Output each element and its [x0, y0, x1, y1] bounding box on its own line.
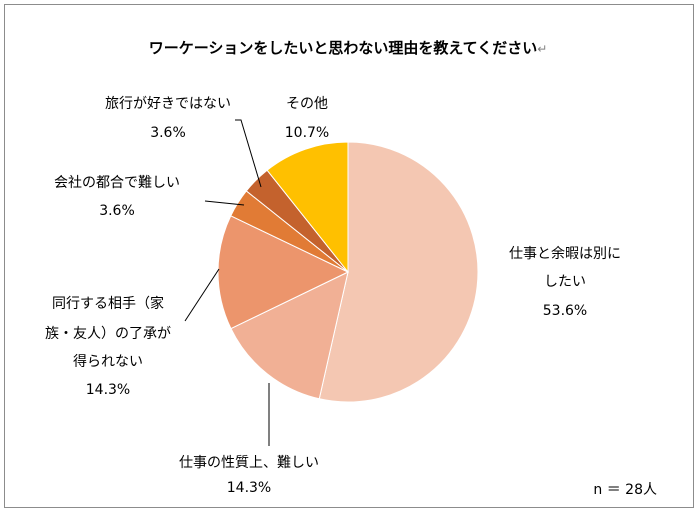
slice-label-4: 会社の都合で難しい — [54, 175, 180, 191]
slice-value-4: 3.6% — [99, 203, 135, 219]
pie-slice-1 — [318, 141, 479, 403]
pie-slice-3 — [217, 215, 350, 330]
chart-frame: ワーケーションをしたいと思わない理由を教えてください↵ 仕事と余暇は別に したい 5… — [4, 4, 694, 508]
pie-slice-2 — [230, 271, 349, 400]
slice-value-3: 14.3% — [86, 382, 130, 398]
leader-lines — [184, 119, 270, 446]
chart-title: ワーケーションをしたいと思わない理由を教えてください↵ — [149, 39, 548, 57]
return-mark-icon: ↵ — [537, 42, 547, 56]
slice-label-1: 仕事と余暇は別に — [509, 245, 621, 262]
slice-label-5: 旅行が好きではない — [105, 96, 231, 112]
slice-label-1: したい — [544, 274, 586, 290]
slice-label-2: 仕事の性質上、難しい — [179, 455, 319, 471]
slice-label-3: 得られない — [73, 353, 143, 370]
slice-label-3: 同行する相手（家 — [52, 295, 164, 312]
slice-value-6: 10.7% — [285, 125, 329, 141]
slice-value-2: 14.3% — [227, 480, 271, 496]
pie-slices — [217, 141, 479, 403]
slice-value-5: 3.6% — [150, 125, 186, 141]
slice-label-6: その他 — [286, 96, 328, 112]
slice-value-1: 53.6% — [543, 303, 587, 319]
leader-line-3 — [184, 268, 220, 322]
slice-label-3: 族・友人）の了承が — [45, 326, 171, 342]
sample-size-note: n ＝ 28人 — [593, 482, 657, 498]
leader-line-4 — [204, 200, 245, 206]
pie-slice-6 — [266, 141, 349, 274]
leader-line-5 — [235, 119, 262, 188]
